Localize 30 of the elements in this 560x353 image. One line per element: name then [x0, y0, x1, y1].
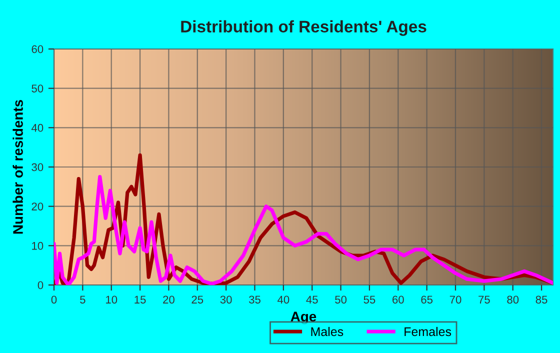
y-tick-label: 20: [32, 202, 44, 210]
x-tick-label: 60: [392, 296, 404, 304]
x-tick-label: 10: [106, 296, 118, 304]
x-tick-label: 55: [364, 296, 376, 304]
x-tick-label: 40: [278, 296, 290, 304]
legend-label: Males: [311, 326, 344, 336]
x-tick-label: 15: [134, 296, 146, 304]
x-tick-label: 80: [507, 296, 519, 304]
x-tick-label: 85: [536, 296, 548, 304]
x-axis-title: Age: [290, 312, 316, 324]
chart-title: Distribution of Residents' Ages: [181, 20, 426, 36]
x-tick-label: 20: [163, 296, 174, 304]
x-tick-label: 5: [80, 296, 86, 304]
x-tick-label: 25: [192, 296, 204, 304]
x-tick-label: 50: [335, 296, 347, 304]
x-tick-label: 35: [248, 296, 260, 304]
y-tick-label: 30: [32, 163, 44, 172]
y-tick-label: 0: [38, 281, 44, 290]
y-tick-label: 40: [31, 124, 44, 132]
x-tick-label: 70: [450, 296, 462, 304]
y-axis-title: Number of residents: [12, 100, 23, 234]
legend-label: Females: [404, 326, 452, 336]
x-tick-label: 65: [421, 296, 433, 304]
x-tick-label: 0: [51, 296, 57, 304]
y-tick-label: 50: [32, 84, 44, 92]
x-tick-label: 75: [478, 296, 490, 304]
y-tick-label: 60: [32, 45, 44, 54]
x-tick-label: 30: [220, 296, 232, 304]
y-tick-label: 10: [32, 242, 44, 250]
x-tick-label: 45: [306, 296, 318, 304]
